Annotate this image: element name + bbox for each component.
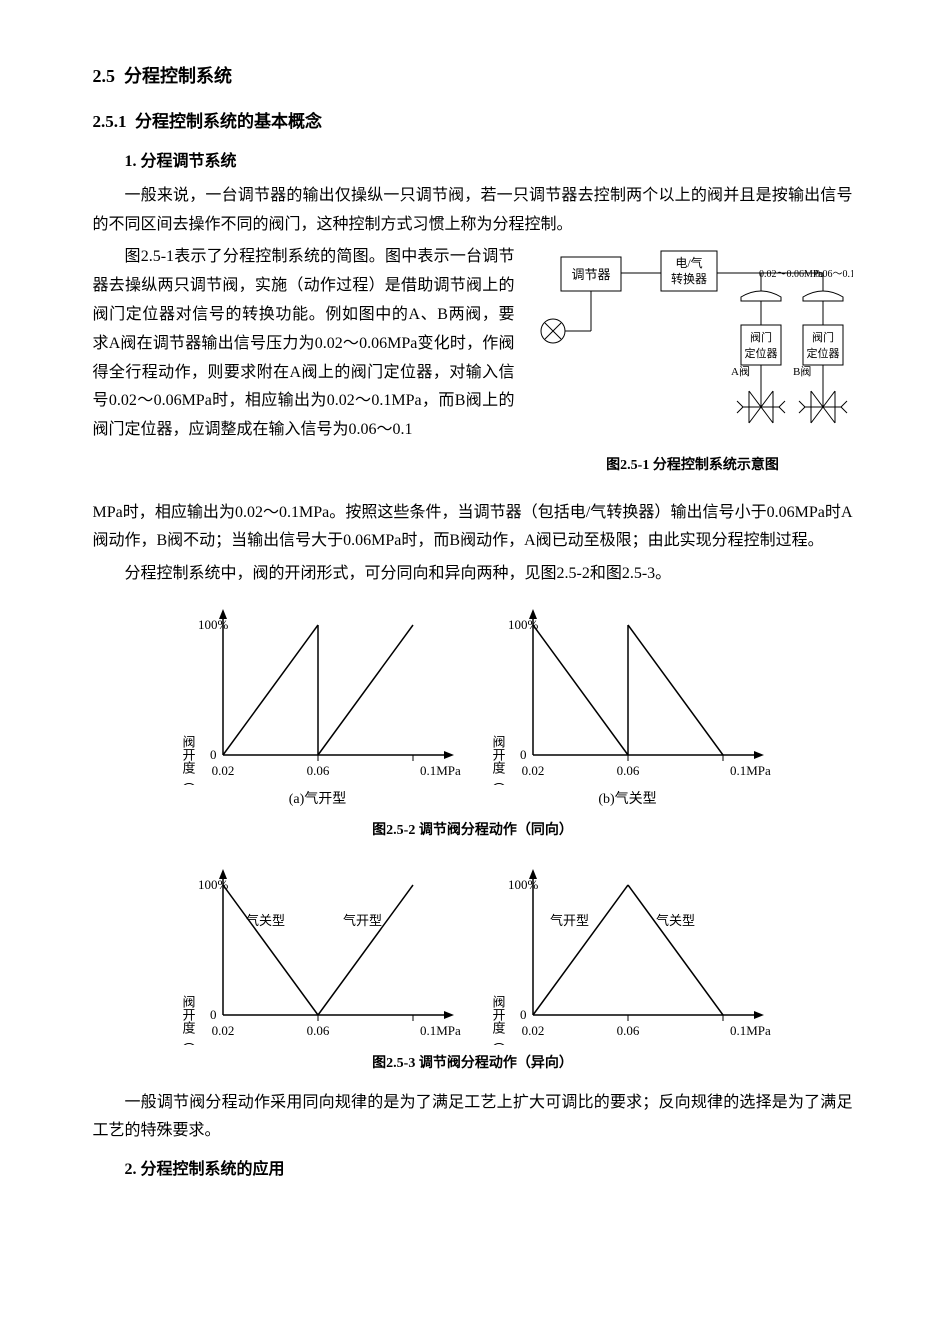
svg-text:0: 0 bbox=[520, 1007, 527, 1022]
svg-text:0: 0 bbox=[210, 747, 217, 762]
svg-text:阀门: 阀门 bbox=[750, 330, 772, 344]
fig2-panel-b: 100% 0 阀开度（%） 0.02 0.06 0.1MPa (b)气关型 bbox=[478, 595, 778, 812]
svg-text:定位器: 定位器 bbox=[744, 346, 777, 360]
svg-text:0.02: 0.02 bbox=[521, 1023, 544, 1038]
svg-text:阀门: 阀门 bbox=[812, 330, 834, 344]
figure-2-5-1: 调节器 电/气 转换器 0.02～0.06MPa 0.06～0.1MPa 阀门 … bbox=[533, 247, 853, 490]
chart-opposite-a: 气关型 气开型 100% 0 阀开度（%） 0.02 0.06 0.1MPa bbox=[168, 855, 468, 1045]
paragraph-1: 一般来说，一台调节器的输出仅操纵一只调节阀，若一只调节器去控制两个以上的阀并且是… bbox=[93, 182, 853, 240]
chart-opposite-b: 气开型 气关型 100% 0 阀开度（%） 0.02 0.06 0.1MPa bbox=[478, 855, 778, 1045]
svg-text:气关型: 气关型 bbox=[246, 913, 285, 928]
subsection-title: 分程控制系统的基本概念 bbox=[135, 112, 322, 131]
svg-text:阀开度（%）: 阀开度（%） bbox=[180, 995, 195, 1045]
svg-text:100%: 100% bbox=[198, 877, 229, 892]
fig3-panel-a: 气关型 气开型 100% 0 阀开度（%） 0.02 0.06 0.1MPa bbox=[168, 855, 468, 1045]
subsection-num: 2.5.1 bbox=[93, 112, 127, 131]
svg-text:转换器: 转换器 bbox=[670, 271, 706, 286]
svg-text:0.06: 0.06 bbox=[306, 763, 329, 778]
svg-text:0.02: 0.02 bbox=[521, 763, 544, 778]
svg-text:定位器: 定位器 bbox=[806, 346, 839, 360]
valve-a-label: A阀 bbox=[731, 364, 750, 378]
box-regulator-label: 调节器 bbox=[571, 267, 610, 282]
svg-text:0.1MPa: 0.1MPa bbox=[420, 763, 461, 778]
svg-text:0.02: 0.02 bbox=[211, 763, 234, 778]
svg-text:0.1MPa: 0.1MPa bbox=[730, 1023, 771, 1038]
svg-text:阀开度（%）: 阀开度（%） bbox=[490, 735, 505, 785]
range-a-label: 0.02～0.06MPa bbox=[759, 269, 823, 280]
chart-same-direction-open: 100% 0 阀开度（%） 0.02 0.06 0.1MPa bbox=[168, 595, 468, 785]
paragraph-3: 分程控制系统中，阀的开闭形式，可分同向和异向两种，见图2.5-2和图2.5-3。 bbox=[93, 560, 853, 589]
svg-text:阀开度（%）: 阀开度（%） bbox=[490, 995, 505, 1045]
svg-text:0: 0 bbox=[520, 747, 527, 762]
valve-a-icon bbox=[737, 387, 785, 423]
topic-heading-1: 1. 分程调节系统 bbox=[93, 148, 853, 177]
fig2-panel-a: 100% 0 阀开度（%） 0.02 0.06 0.1MPa (a)气开型 bbox=[168, 595, 468, 812]
diagram-split-range: 调节器 电/气 转换器 0.02～0.06MPa 0.06～0.1MPa 阀门 … bbox=[533, 247, 853, 447]
fig2-sub-b: (b)气关型 bbox=[478, 787, 778, 812]
figure-2-5-2: 100% 0 阀开度（%） 0.02 0.06 0.1MPa (a)气开型 10… bbox=[93, 595, 853, 812]
range-b-label: 0.06～0.1MPa bbox=[815, 269, 853, 280]
svg-text:气开型: 气开型 bbox=[550, 913, 589, 928]
valve-b-icon bbox=[799, 387, 847, 423]
svg-text:100%: 100% bbox=[508, 877, 539, 892]
svg-text:电/气: 电/气 bbox=[675, 255, 702, 270]
section-title: 分程控制系统 bbox=[124, 66, 232, 86]
svg-text:0.06: 0.06 bbox=[306, 1023, 329, 1038]
paragraph-4: 一般调节阀分程动作采用同向规律的是为了满足工艺上扩大可调比的要求；反向规律的选择… bbox=[93, 1089, 853, 1147]
topic-heading-2: 2. 分程控制系统的应用 bbox=[93, 1156, 853, 1185]
svg-text:0.06: 0.06 bbox=[616, 763, 639, 778]
svg-text:100%: 100% bbox=[508, 617, 539, 632]
svg-text:阀开度（%）: 阀开度（%） bbox=[180, 735, 195, 785]
svg-text:0.1MPa: 0.1MPa bbox=[730, 763, 771, 778]
paragraph-2b: MPa时，相应输出为0.02～0.1MPa。按照这些条件，当调节器（包括电/气转… bbox=[93, 499, 853, 557]
svg-text:0.1MPa: 0.1MPa bbox=[420, 1023, 461, 1038]
fig3-panel-b: 气开型 气关型 100% 0 阀开度（%） 0.02 0.06 0.1MPa bbox=[478, 855, 778, 1045]
figure-2-5-3-caption: 图2.5-3 调节阀分程动作（异向） bbox=[93, 1051, 853, 1076]
svg-text:气关型: 气关型 bbox=[656, 913, 695, 928]
figure-2-5-2-caption: 图2.5-2 调节阀分程动作（同向） bbox=[93, 818, 853, 843]
svg-text:0.02: 0.02 bbox=[211, 1023, 234, 1038]
figure-2-5-3: 气关型 气开型 100% 0 阀开度（%） 0.02 0.06 0.1MPa 气… bbox=[93, 855, 853, 1045]
figure-2-5-1-caption: 图2.5-1 分程控制系统示意图 bbox=[533, 453, 853, 478]
svg-text:气开型: 气开型 bbox=[343, 913, 382, 928]
svg-text:0.06: 0.06 bbox=[616, 1023, 639, 1038]
svg-text:100%: 100% bbox=[198, 617, 229, 632]
svg-text:0: 0 bbox=[210, 1007, 217, 1022]
section-num: 2.5 bbox=[93, 66, 116, 86]
valve-b-label: B阀 bbox=[793, 364, 811, 378]
chart-same-direction-close: 100% 0 阀开度（%） 0.02 0.06 0.1MPa bbox=[478, 595, 778, 785]
fig2-sub-a: (a)气开型 bbox=[168, 787, 468, 812]
subsection-heading: 2.5.1 分程控制系统的基本概念 bbox=[93, 107, 853, 138]
section-heading: 2.5 分程控制系统 bbox=[93, 60, 853, 92]
